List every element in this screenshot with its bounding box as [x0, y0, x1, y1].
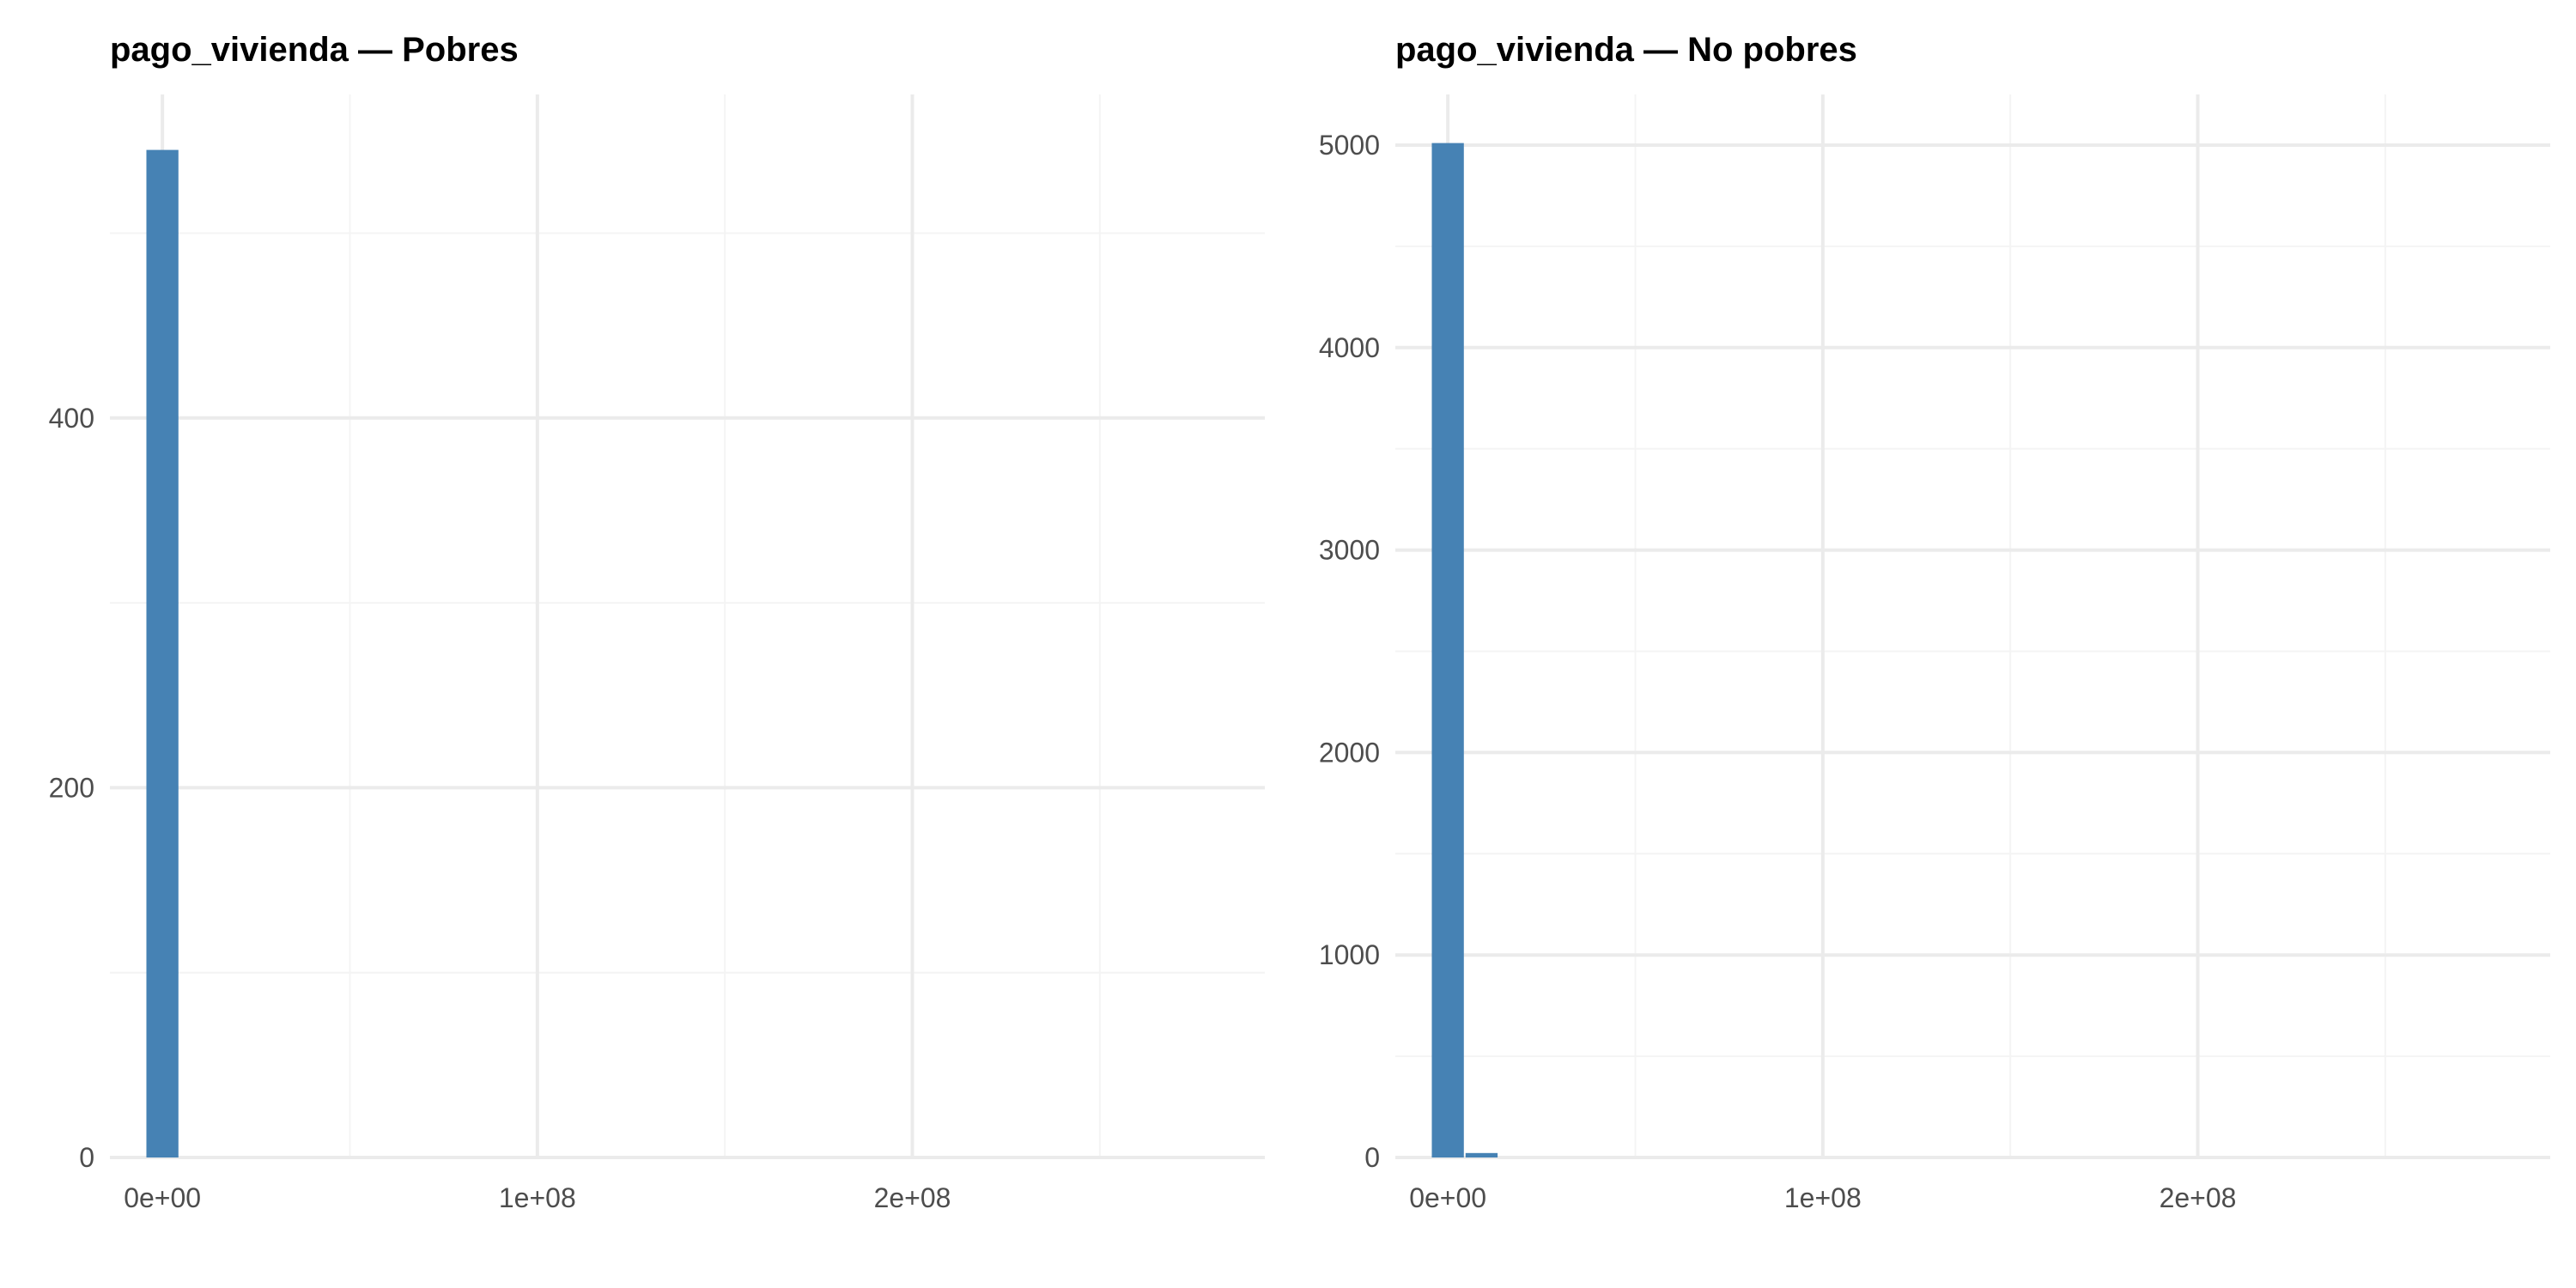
- histogram-bar: [1465, 1152, 1498, 1157]
- histogram-plot-no-pobres: 0e+00 1e+08 2e+08 0 1000 2000 3000 4000 5000: [1319, 94, 2550, 1213]
- histogram-bar: [1431, 143, 1464, 1158]
- histogram-panel-pobres: pago_vivienda — Pobres 0e+00 1e+08 2e+08 0 2…: [49, 31, 1265, 1213]
- y-tick-label: 1000: [1319, 939, 1380, 970]
- histogram-bar: [146, 149, 179, 1157]
- histogram-plot-pobres: 0e+00 1e+08 2e+08 0 200 400: [49, 94, 1265, 1213]
- x-tick-label: 1e+08: [499, 1182, 576, 1213]
- y-tick-label: 4000: [1319, 332, 1380, 363]
- x-tick-label: 2e+08: [2160, 1182, 2237, 1213]
- histogram-panel-no-pobres: pago_vivienda — No pobres 0e+00 1e+08 2e+0…: [1288, 0, 2576, 1288]
- chart-title: pago_vivienda — Pobres: [110, 31, 519, 69]
- y-tick-label: 3000: [1319, 535, 1380, 566]
- y-tick-label: 2000: [1319, 737, 1380, 768]
- x-tick-label: 0e+00: [124, 1182, 201, 1213]
- y-tick-label: 0: [1364, 1142, 1380, 1173]
- y-tick-label: 0: [79, 1142, 94, 1173]
- y-tick-label: 400: [49, 403, 94, 434]
- y-tick-label: 5000: [1319, 130, 1380, 161]
- x-tick-label: 1e+08: [1784, 1182, 1862, 1213]
- x-tick-label: 0e+00: [1409, 1182, 1486, 1213]
- x-tick-label: 2e+08: [874, 1182, 951, 1213]
- chart-title: pago_vivienda — No pobres: [1395, 31, 1857, 69]
- y-tick-label: 200: [49, 772, 94, 803]
